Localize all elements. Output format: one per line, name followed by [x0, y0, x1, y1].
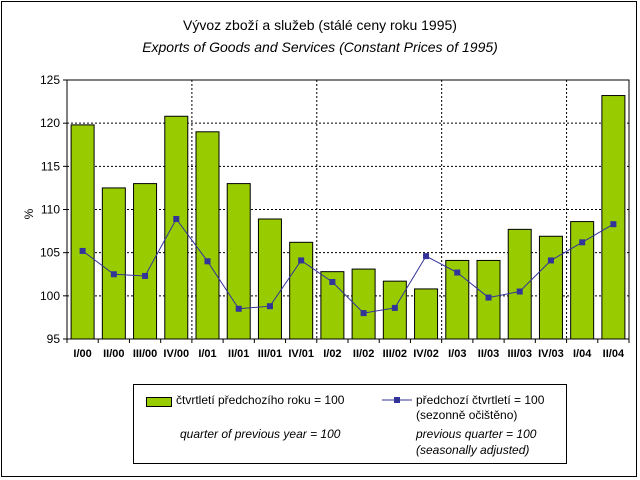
legend-bar-label-en: quarter of previous year = 100	[180, 427, 341, 441]
legend-line-label-en: previous quarter = 100	[416, 427, 537, 441]
legend-bar-swatch	[146, 397, 172, 407]
legend-bar-label: čtvrtletí předchozího roku = 100	[176, 393, 345, 407]
line-point	[79, 247, 86, 254]
line-point	[423, 253, 430, 260]
x-tick-label: III/01	[258, 348, 282, 360]
bar	[538, 235, 563, 340]
y-tick-label: 95	[47, 332, 61, 346]
y-axis-label: %	[22, 208, 36, 219]
line-point	[204, 258, 211, 265]
bar	[257, 218, 282, 340]
y-tick-label: 100	[40, 289, 60, 303]
y-tick-label: 110	[41, 203, 60, 217]
x-tick-label: I/04	[573, 348, 592, 360]
y-tick-label: 105	[40, 246, 60, 260]
line-point	[173, 215, 180, 222]
chart-subtitle: Exports of Goods and Services (Constant …	[142, 39, 498, 55]
bar	[101, 187, 126, 340]
line-point	[516, 288, 523, 295]
x-tick-label: I/02	[323, 348, 341, 360]
line-point	[454, 269, 461, 276]
line-point	[485, 294, 492, 301]
x-tick-label: IV/00	[163, 348, 189, 360]
y-tick-label: 115	[41, 159, 60, 173]
legend-line-swatch	[382, 397, 412, 403]
x-tick-label: III/03	[507, 348, 531, 360]
x-tick-label: II/01	[228, 348, 249, 360]
x-tick-label: I/00	[73, 348, 91, 360]
line-point	[360, 310, 367, 317]
series-line	[82, 218, 614, 314]
x-tick-label: III/00	[133, 348, 157, 360]
line-point	[266, 303, 273, 310]
bar	[70, 124, 95, 340]
y-tick-label: 120	[40, 116, 60, 130]
bar	[601, 95, 626, 340]
x-tick-label: II/02	[353, 348, 374, 360]
x-tick-label: I/01	[198, 348, 216, 360]
x-tick-label: III/02	[383, 348, 407, 360]
x-tick-label: IV/03	[538, 348, 564, 360]
x-tick-label: IV/01	[288, 348, 314, 360]
bar	[351, 268, 376, 340]
bar	[164, 115, 189, 340]
bar	[570, 221, 595, 340]
bar	[226, 183, 251, 340]
line-point	[391, 304, 398, 311]
legend: čtvrtletí předchozího roku = 100 quarter…	[133, 384, 567, 464]
line-point	[235, 305, 242, 312]
legend-line-label-en-line2: (seasonally adjusted)	[416, 443, 530, 457]
legend-line-label-line2: (sezonně očištěno)	[416, 408, 518, 422]
line-point	[610, 221, 617, 228]
x-tick-label: I/03	[448, 348, 466, 360]
line-point	[142, 272, 149, 279]
bar	[414, 288, 439, 340]
line-point	[547, 257, 554, 264]
bar	[195, 131, 220, 340]
line-point	[329, 279, 336, 286]
x-tick-label: II/03	[478, 348, 499, 360]
chart-title: Vývoz zboží a služeb (stálé ceny roku 19…	[183, 17, 457, 33]
y-tick-label: 125	[40, 73, 60, 87]
bar	[289, 241, 314, 340]
line-point	[298, 257, 305, 264]
line-point	[110, 271, 117, 278]
line-point	[579, 239, 586, 246]
legend-line-label: předchozí čtvrtletí = 100	[416, 393, 545, 407]
x-tick-label: IV/02	[413, 348, 439, 360]
x-tick-label: II/00	[103, 348, 124, 360]
x-tick-label: II/04	[603, 348, 625, 360]
